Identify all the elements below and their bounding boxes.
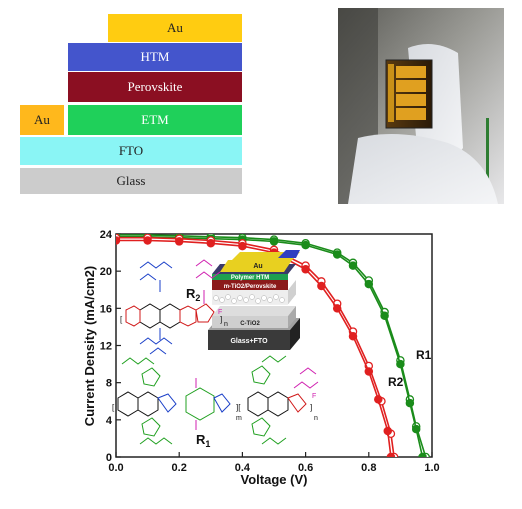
data-point-r1-forward [301,240,310,250]
data-point-r2-forward [116,236,121,245]
x-axis-label: Voltage (V) [241,472,308,487]
data-point-r1-forward [396,359,405,369]
inset-layer-c-tio2: C-TiO2 [240,321,260,327]
layer-htm: HTM [68,43,242,71]
data-point-r1-forward [405,398,415,408]
x-tick-label: 0.4 [235,462,251,474]
y-tick-label: 12 [100,341,112,353]
data-point-r2-forward [301,265,310,274]
r2-label: R2 [186,286,200,303]
data-point-r2-forward [143,236,152,245]
y-tick-label: 4 [106,415,113,427]
data-point-r2-forward [332,304,342,313]
y-tick-label: 0 [106,452,112,464]
data-point-r1-forward [332,250,342,259]
r1-subscript-m: m [236,415,242,422]
r2-subscript-n: n [224,321,228,328]
inset-layer-au: Au [253,263,262,270]
r2-molecule: R2 F [ ] n [120,259,228,355]
layer-au-side: Au [20,105,64,135]
data-point-r1-forward [411,424,421,434]
inset-layer-polymer-htm: Polymer HTM [231,275,269,281]
svg-text:]: ] [310,403,312,412]
y-tick-label: 20 [100,266,112,278]
svg-text:F: F [218,309,222,316]
data-point-r2-forward [238,241,247,251]
layer-perovskite: Perovskite [68,72,242,102]
series-label-r2: R2 [388,375,404,389]
r1-molecule: R1 F [ ][ m ] n [112,355,319,449]
data-point-r2-forward [386,452,396,457]
data-point-r2-forward [348,331,358,341]
r1-subscript-n: n [314,415,318,422]
data-point-r2-forward [364,367,374,376]
r1-label: R1 [196,432,210,449]
inset-layer-glass-fto: Glass+FTO [230,338,268,345]
y-tick-label: 8 [106,378,112,390]
y-tick-label: 24 [100,229,113,241]
svg-text:[: [ [112,403,115,412]
x-tick-label: 0.6 [298,462,313,474]
data-point-r1-forward [418,452,427,457]
data-point-r1-forward [269,237,279,246]
y-tick-label: 16 [100,303,112,315]
x-tick-label: 1.0 [424,462,439,474]
data-point-r2-forward [317,281,326,291]
layer-glass: Glass [20,168,242,194]
layer-etm: ETM [68,105,242,135]
data-point-r2-forward [206,239,216,248]
svg-text:[: [ [120,315,123,324]
y-axis-label: Current Density (mA/cm2) [82,266,97,426]
x-tick-label: 0.0 [108,462,123,474]
series-label-r1: R1 [416,348,432,362]
data-point-r2-forward [174,237,184,246]
layer-fto: FTO [20,137,242,165]
svg-text:]: ] [220,315,222,324]
data-point-r1-forward [380,311,389,321]
data-point-r2-forward [383,426,393,436]
series-line-r2-forward [116,239,392,457]
data-point-r1-forward [364,279,374,289]
svg-text:F: F [312,393,316,400]
inset-layer-perovskite: m-TiO2/Perovskite [224,284,277,290]
x-tick-label: 0.8 [361,462,376,474]
inset-device-stack: Glass+FTO C-TiO2 m-TiO2/Perovskite Polym… [208,250,300,350]
x-tick-label: 0.2 [172,462,187,474]
data-point-r2-forward [374,395,383,404]
data-point-r1-forward [348,261,358,270]
device-photo [338,8,504,204]
svg-text:][: ][ [236,403,241,412]
layer-au-top: Au [108,14,242,42]
jv-chart: 0.0 0.2 0.4 0.6 0.8 1.0 0 4 8 12 16 20 24 Voltage (V… [82,229,440,487]
